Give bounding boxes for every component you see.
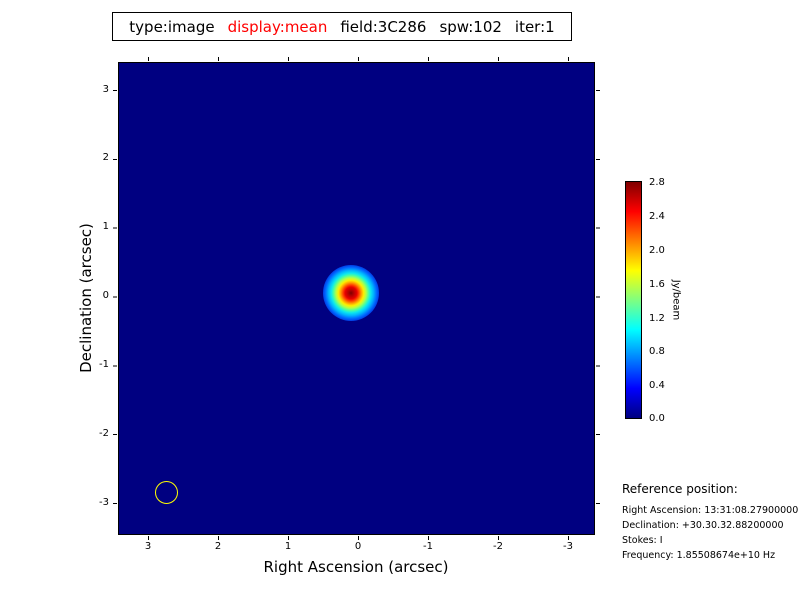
colorbar-tick-label: 0.0 [649,413,665,424]
reference-frequency: Frequency: 1.85508674e+10 Hz [622,550,776,561]
y-tick-label: 1 [102,221,109,232]
point-source-blob [323,265,379,321]
colorbar-tick-label: 2.0 [649,245,665,256]
x-axis-ticks-bottom [118,536,595,540]
colorbar-tick-label: 2.8 [649,177,665,188]
y-tick-label: -3 [99,497,109,508]
colorbar-tick-label: 2.4 [649,211,665,222]
y-axis-label: Declination (arcsec) [77,223,95,373]
title-part-display: display:mean [227,17,328,36]
colorbar [625,181,642,419]
colorbar-label: Jy/beam [670,279,682,321]
x-tick-label: 1 [284,541,292,552]
colorbar-tick-label: 0.8 [649,346,665,357]
reference-heading: Reference position: [622,482,738,496]
colorbar-tick-label: 1.6 [649,279,665,290]
x-tick-label: -2 [493,541,503,552]
x-tick-label: 3 [144,541,152,552]
colorbar-tick-label: 0.4 [649,380,665,391]
beam-ellipse-icon [155,481,178,504]
y-tick-label: -1 [99,359,109,370]
colorbar-tick-label: 1.2 [649,313,665,324]
x-tick-label: 0 [354,541,362,552]
y-tick-label: 2 [102,152,109,163]
y-axis-ticks-left [113,62,117,535]
y-tick-label: 3 [102,84,109,95]
y-tick-label: 0 [102,290,109,301]
x-axis-label: Right Ascension (arcsec) [263,558,449,576]
image-canvas[interactable] [118,62,595,535]
title-part-field: field:3C286 [340,17,427,36]
reference-ra: Right Ascension: 13:31:08.27900000 [622,505,799,516]
title-part-spw: spw:102 [439,17,502,36]
reference-stokes: Stokes: I [622,535,663,546]
plot-title-box: type:image display:mean field:3C286 spw:… [112,12,572,41]
y-axis-ticks-right [596,62,600,535]
reference-dec: Declination: +30.30.32.88200000 [622,520,784,531]
reference-position-block: Reference position: Right Ascension: 13:… [622,482,798,563]
x-tick-label: 2 [214,541,222,552]
y-tick-label: -2 [99,428,109,439]
title-part-iter: iter:1 [514,17,555,36]
x-tick-label: -1 [423,541,433,552]
x-tick-label: -3 [563,541,573,552]
x-axis-ticks-top [118,57,595,61]
title-part-type: type:image [129,17,215,36]
